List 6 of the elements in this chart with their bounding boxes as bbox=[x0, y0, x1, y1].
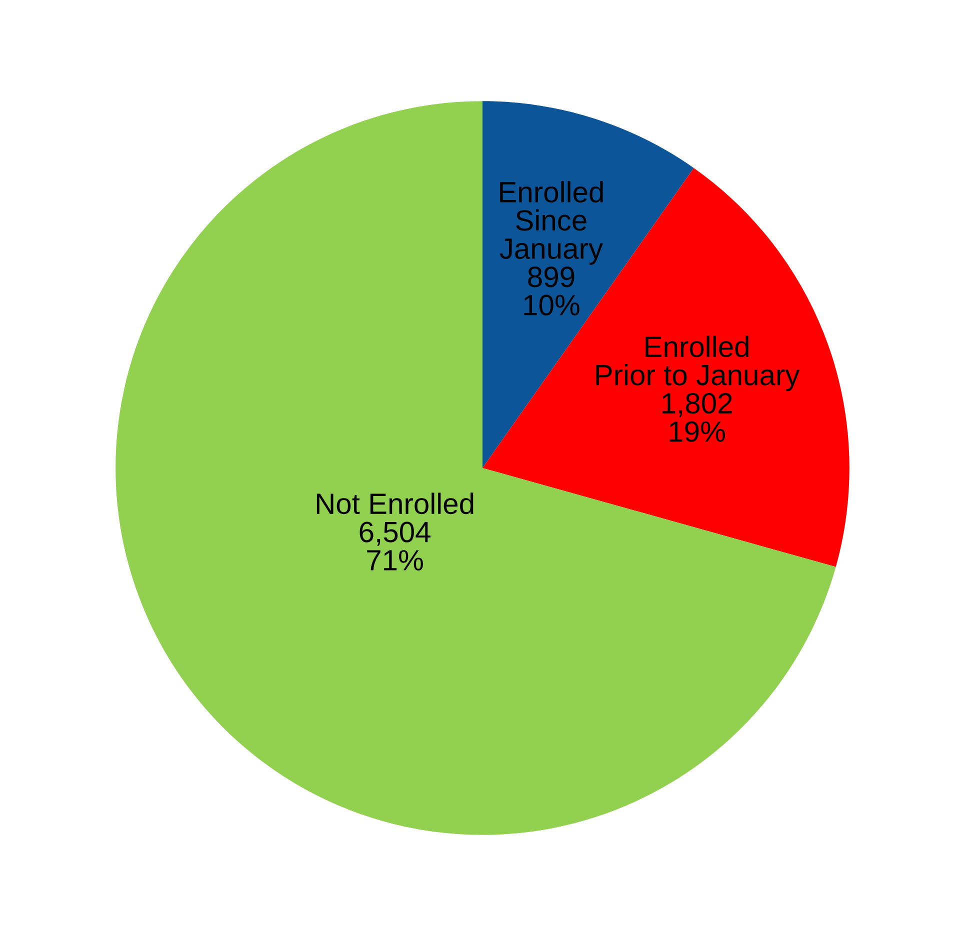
slice-label: Enrolled Prior to January bbox=[596, 336, 800, 392]
slice-label: Not Enrolled bbox=[316, 492, 474, 514]
data-label: 6,504 71% bbox=[360, 522, 430, 570]
slice-label: Enrolled Since January bbox=[500, 181, 604, 265]
data-label: 899 10% bbox=[524, 266, 580, 316]
data-label: 1,802 19% bbox=[662, 392, 732, 442]
